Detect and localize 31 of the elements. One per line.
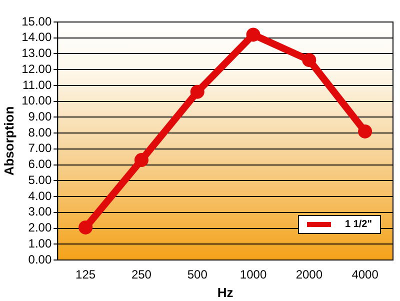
- y-tick-label: 9.00: [28, 110, 52, 124]
- y-tick-label: 15.00: [22, 14, 52, 28]
- point: [246, 28, 260, 42]
- legend-label: 1 1/2": [345, 219, 372, 230]
- x-tick-label: 4000: [352, 268, 379, 282]
- x-tick-label: 250: [131, 268, 152, 282]
- y-tick-label: 3.00: [28, 204, 52, 219]
- x-tick-label: 500: [187, 268, 208, 282]
- point: [78, 220, 93, 234]
- point: [358, 124, 372, 138]
- y-tick-label: 13.00: [22, 46, 52, 60]
- y-axis-title: Absorption: [1, 106, 16, 176]
- y-tick-label: 5.00: [28, 172, 52, 187]
- x-axis-title: Hz: [217, 284, 234, 300]
- y-tick-label: 14.00: [22, 30, 52, 44]
- y-tick-label: 0.00: [28, 252, 52, 266]
- y-tick-label: 6.00: [28, 157, 52, 172]
- y-tick-label: 4.00: [28, 188, 52, 203]
- y-tick-label: 7.00: [28, 141, 52, 156]
- y-tick-label: 11.00: [22, 78, 52, 92]
- x-tick-label: 2000: [296, 268, 323, 282]
- y-tick-label: 12.00: [22, 62, 52, 76]
- y-tick-label: 1.00: [28, 236, 52, 250]
- x-tick-label: 1000: [240, 268, 267, 282]
- y-tick-label: 8.00: [28, 125, 52, 140]
- point: [134, 153, 148, 168]
- y-tick-label: 10.00: [22, 94, 52, 108]
- y-tick-label: 2.00: [28, 220, 52, 235]
- point: [190, 84, 204, 99]
- point: [302, 53, 316, 68]
- x-tick-label: 125: [76, 268, 96, 282]
